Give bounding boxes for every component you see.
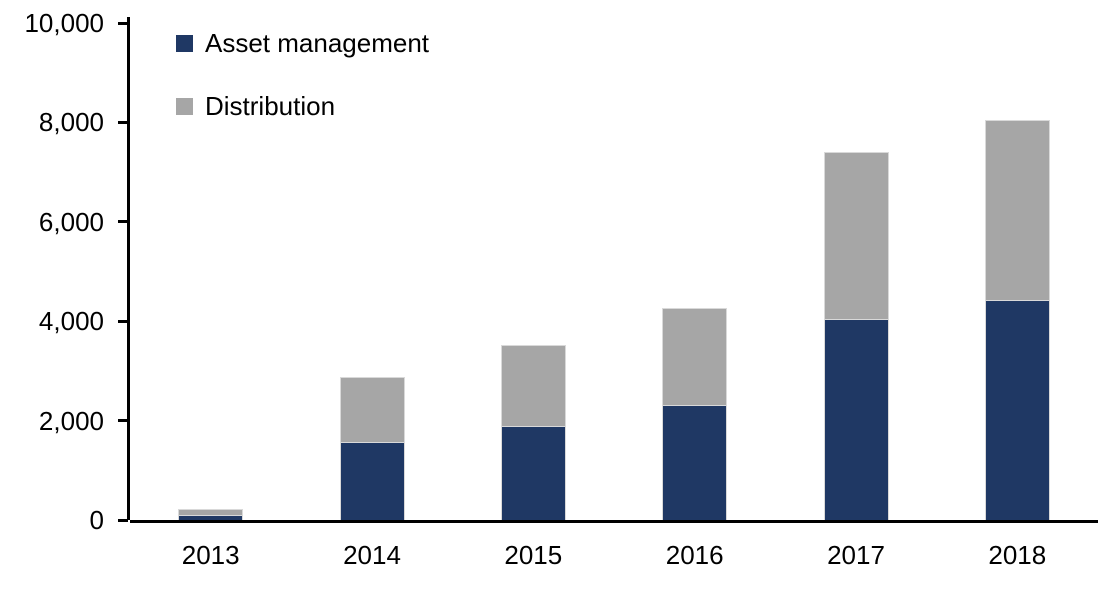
bar-segment-asset-management — [178, 515, 244, 520]
bar-segment-distribution — [662, 308, 728, 406]
bar-2018 — [984, 119, 1050, 520]
bar-segment-asset-management — [823, 319, 889, 520]
legend-item: Distribution — [176, 90, 429, 121]
chart-legend: Asset management Distribution — [176, 27, 430, 156]
y-axis-tick-label: 0 — [89, 505, 104, 535]
x-axis-tick-label: 2017 — [827, 540, 885, 570]
bar-2015 — [500, 345, 566, 520]
legend-label: Distribution — [205, 90, 336, 121]
plot-area — [118, 17, 1098, 523]
x-axis-tick-label: 2014 — [343, 540, 401, 570]
bar-2014 — [339, 376, 405, 520]
legend-item: Asset management — [176, 27, 430, 58]
legend-swatch-icon — [176, 34, 193, 52]
bar-segment-asset-management — [984, 299, 1050, 520]
legend-swatch-icon — [176, 97, 193, 115]
y-axis-tick-label: 4,000 — [38, 306, 104, 337]
bar-segment-asset-management — [500, 426, 566, 520]
x-axis-tick-label: 2013 — [181, 540, 240, 570]
legend-label: Asset management — [205, 27, 430, 58]
bar-segment-distribution — [823, 152, 889, 320]
y-axis-tick — [118, 419, 128, 423]
y-axis-tick — [118, 319, 128, 323]
x-axis-tick-label: 2015 — [504, 540, 563, 570]
x-axis-tick-label: 2018 — [988, 540, 1047, 570]
x-axis-tick-label: 2016 — [665, 540, 724, 570]
y-axis-tick-label: 6,000 — [38, 206, 104, 237]
bar-segment-distribution — [339, 376, 405, 442]
bar-2013 — [178, 509, 244, 520]
bar-segment-asset-management — [662, 405, 728, 520]
y-axis-tick — [118, 21, 128, 25]
bar-2016 — [662, 308, 728, 520]
bar-segment-asset-management — [339, 441, 405, 520]
bar-segment-distribution — [178, 509, 244, 516]
y-axis-tick-label: 10,000 — [24, 8, 104, 38]
y-axis-tick — [118, 518, 128, 522]
bar-segment-distribution — [500, 345, 566, 427]
y-axis-tick-label: 2,000 — [38, 405, 104, 436]
y-axis-line — [127, 17, 130, 520]
y-axis-tick — [118, 220, 128, 224]
y-axis-tick — [118, 120, 128, 124]
bar-2017 — [823, 152, 889, 520]
bar-segment-distribution — [984, 119, 1050, 300]
y-axis-tick-label: 8,000 — [38, 107, 104, 138]
